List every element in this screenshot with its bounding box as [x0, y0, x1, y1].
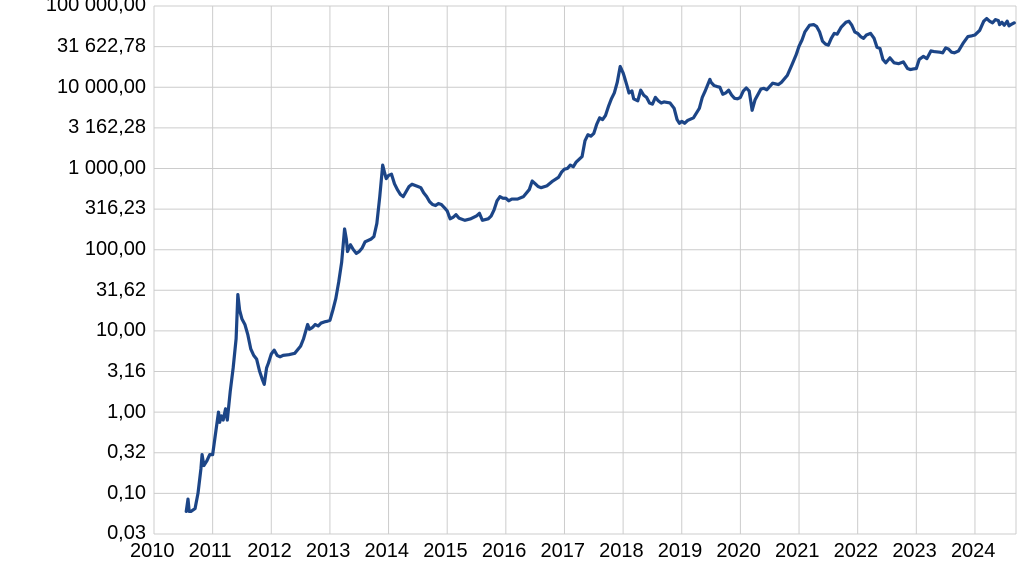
x-axis-tick-label: 2019	[658, 540, 703, 563]
x-axis-tick-label: 2016	[482, 540, 527, 563]
chart-container: 0,030,100,321,003,1610,0031,62100,00316,…	[0, 0, 1024, 576]
y-axis-tick-label: 100 000,00	[46, 0, 146, 17]
x-axis-tick-label: 2017	[540, 540, 585, 563]
x-axis-tick-label: 2010	[130, 540, 175, 563]
y-axis-tick-label: 3,16	[107, 360, 146, 383]
y-axis-tick-label: 10,00	[96, 319, 146, 342]
y-axis-tick-label: 3 162,28	[68, 116, 146, 139]
y-axis-tick-label: 10 000,00	[57, 76, 146, 99]
y-axis-tick-label: 0,10	[107, 482, 146, 505]
x-axis-tick-label: 2012	[247, 540, 292, 563]
y-axis-tick-label: 0,32	[107, 441, 146, 464]
x-axis-tick-label: 2014	[365, 540, 410, 563]
y-axis-tick-label: 1,00	[107, 401, 146, 424]
y-axis-tick-label: 31 622,78	[57, 35, 146, 58]
x-axis-tick-label: 2011	[189, 540, 232, 563]
x-axis-tick-label: 2015	[423, 540, 468, 563]
x-axis-tick-label: 2021	[775, 540, 820, 563]
y-axis-tick-label: 100,00	[85, 238, 146, 261]
y-axis-tick-label: 31,62	[96, 279, 146, 302]
y-axis-tick-label: 1 000,00	[68, 157, 146, 180]
x-axis-tick-label: 2023	[892, 540, 937, 563]
x-axis-tick-label: 2018	[599, 540, 644, 563]
line-chart	[0, 0, 1024, 576]
x-axis-tick-label: 2024	[951, 540, 996, 563]
y-axis-tick-label: 316,23	[85, 197, 146, 220]
x-axis-tick-label: 2020	[716, 540, 761, 563]
x-axis-tick-label: 2013	[306, 540, 351, 563]
x-axis-tick-label: 2022	[834, 540, 879, 563]
